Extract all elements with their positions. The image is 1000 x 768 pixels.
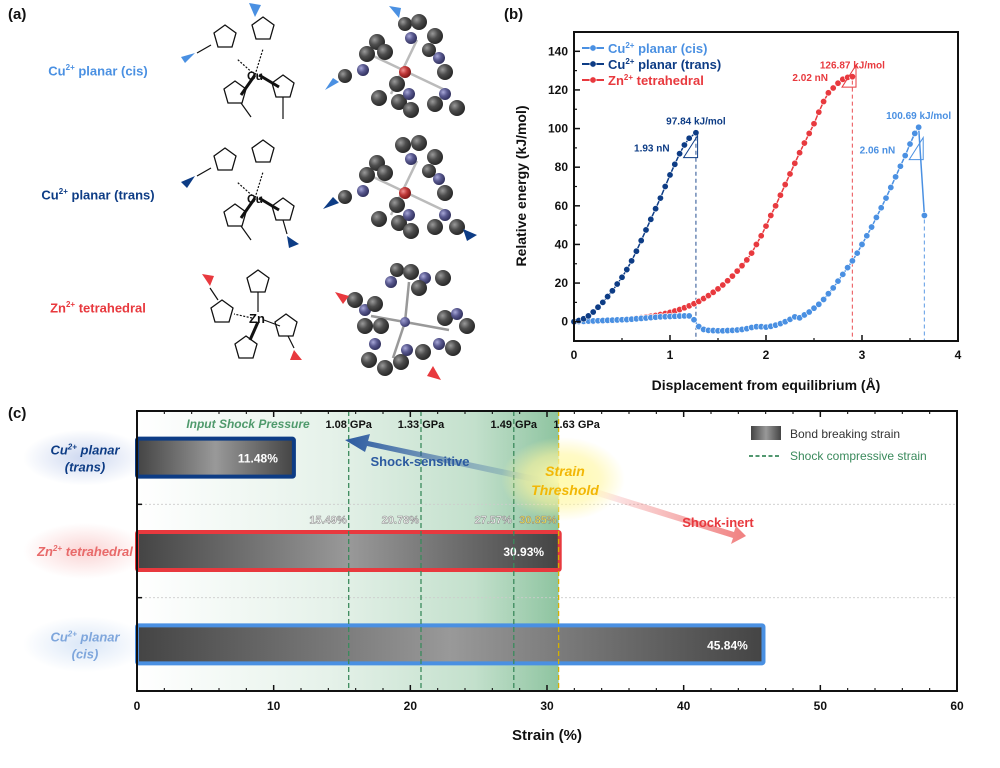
shock-sensitive-label: Shock-sensitive: [371, 454, 470, 469]
input-shock-pressure-label: Input Shock Pressure: [186, 417, 310, 431]
x-axis-label: Strain (%): [512, 727, 582, 744]
legend: Bond breaking strain Shock compressive st…: [749, 426, 927, 463]
x-tick-label: 60: [950, 699, 964, 713]
x-tick-label: 30: [540, 699, 554, 713]
bar: [137, 625, 763, 663]
strain-threshold-label: Strain: [545, 463, 585, 479]
x-tick-label: 50: [814, 699, 828, 713]
svg-text:Strain (%): Strain (%): [512, 727, 582, 744]
strain-threshold-label: Threshold: [531, 482, 599, 498]
legend-label: Shock compressive strain: [790, 449, 927, 463]
category-label: Zn2+ tetrahedral: [36, 544, 133, 559]
shock-inert-label: Shock-inert: [682, 515, 754, 530]
x-tick-label: 40: [677, 699, 691, 713]
shock-strain-label: 15.49%: [309, 514, 347, 526]
pressure-label: 1.49 GPa: [491, 419, 538, 431]
bar-value-label: 11.48%: [238, 452, 278, 466]
shock-strain-label: 20.78%: [382, 514, 420, 526]
x-tick-label: 0: [134, 699, 141, 713]
bar-value-label: 45.84%: [707, 638, 748, 652]
category-label: Cu2+ planar: [50, 443, 120, 458]
category-label: Cu2+ planar: [50, 629, 120, 644]
shock-strain-label: 27.57%: [474, 514, 512, 526]
category-label-line2: (trans): [65, 460, 105, 475]
pressure-label: 1.33 GPa: [398, 419, 445, 431]
threshold-glow: [501, 437, 625, 521]
category-label-line2: (cis): [72, 646, 99, 661]
legend-label: Bond breaking strain: [790, 427, 900, 441]
legend-bar-swatch: [751, 426, 781, 440]
pressure-label: 1.08 GPa: [325, 419, 372, 431]
bar-value-label: 30.93%: [503, 545, 544, 559]
pressure-label: 1.63 GPa: [553, 419, 600, 431]
x-tick-label: 10: [267, 699, 281, 713]
x-tick-label: 20: [404, 699, 418, 713]
